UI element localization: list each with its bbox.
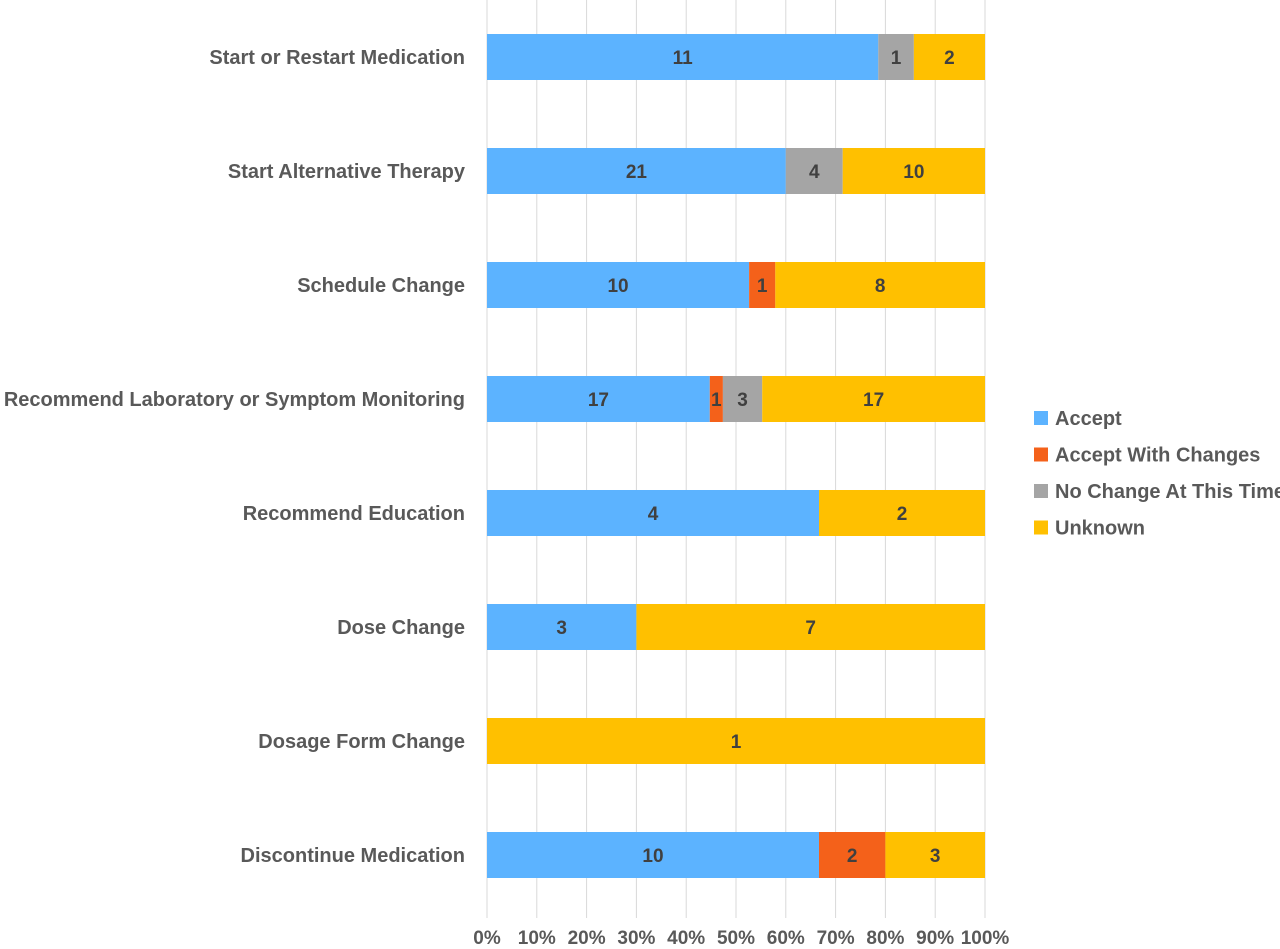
category-label-recommend-laboratory-or-symptom-monitoring: Recommend Laboratory or Symptom Monitori… bbox=[4, 389, 465, 411]
bar-segment-unknown-start-or-restart-medication bbox=[913, 34, 985, 80]
data-label-unknown-recommend-laboratory-or-symptom-monitoring: 17 bbox=[863, 390, 884, 411]
data-label-accept-with-changes-recommend-laboratory-or-symptom-monitoring: 1 bbox=[711, 390, 722, 411]
category-label-recommend-education: Recommend Education bbox=[243, 503, 465, 525]
data-label-no-change-at-this-time-start-alternative-therapy: 4 bbox=[809, 162, 820, 183]
bar-segment-accept-discontinue-medication bbox=[487, 832, 819, 878]
legend-label-accept-with-changes: Accept With Changes bbox=[1055, 445, 1260, 467]
legend-label-no-change-at-this-time: No Change At This Time bbox=[1055, 481, 1280, 503]
bar-segment-accept-with-changes-schedule-change bbox=[749, 262, 776, 308]
data-label-unknown-schedule-change: 8 bbox=[875, 276, 886, 297]
category-label-discontinue-medication: Discontinue Medication bbox=[241, 845, 465, 867]
bar-segment-accept-dose-change bbox=[487, 604, 637, 650]
bar-segment-accept-with-changes-recommend-laboratory-or-symptom-monitoring bbox=[709, 376, 723, 422]
category-label-start-or-restart-medication: Start or Restart Medication bbox=[209, 47, 465, 69]
data-label-unknown-discontinue-medication: 3 bbox=[930, 846, 941, 867]
data-label-unknown-dose-change: 7 bbox=[805, 618, 816, 639]
bar-segment-unknown-dosage-form-change bbox=[487, 718, 985, 764]
data-label-unknown-recommend-education: 2 bbox=[897, 504, 908, 525]
bar-segment-accept-with-changes-discontinue-medication bbox=[819, 832, 886, 878]
x-tick-label-0: 0% bbox=[473, 928, 501, 949]
bar-segment-no-change-at-this-time-start-or-restart-medication bbox=[878, 34, 914, 80]
data-label-accept-schedule-change: 10 bbox=[607, 276, 628, 297]
bar-segment-no-change-at-this-time-start-alternative-therapy bbox=[785, 148, 843, 194]
bar-segment-unknown-start-alternative-therapy bbox=[842, 148, 985, 194]
x-tick-label-60: 60% bbox=[767, 928, 805, 949]
category-label-schedule-change: Schedule Change bbox=[297, 275, 465, 297]
legend-swatch-accept bbox=[1034, 411, 1048, 425]
x-tick-label-80: 80% bbox=[866, 928, 904, 949]
bar-segment-accept-recommend-education bbox=[487, 490, 819, 536]
data-label-accept-dose-change: 3 bbox=[556, 618, 567, 639]
data-label-accept-start-or-restart-medication: 11 bbox=[673, 48, 694, 69]
x-tick-label-30: 30% bbox=[617, 928, 655, 949]
legend-swatch-unknown bbox=[1034, 520, 1048, 535]
legend-swatch-accept-with-changes bbox=[1034, 447, 1048, 462]
category-label-start-alternative-therapy: Start Alternative Therapy bbox=[228, 161, 466, 183]
bar-segment-unknown-schedule-change bbox=[775, 262, 985, 308]
data-label-accept-start-alternative-therapy: 21 bbox=[626, 162, 648, 183]
x-axis-ticks: 0% 10% 20% 30% 40% 50% 60% 70% 80% 90% 100% bbox=[473, 928, 1009, 949]
x-tick-label-100: 100% bbox=[961, 928, 1010, 949]
x-tick-label-20: 20% bbox=[568, 928, 606, 949]
data-label-accept-recommend-laboratory-or-symptom-monitoring: 17 bbox=[588, 390, 609, 411]
data-label-unknown-dosage-form-change: 1 bbox=[731, 732, 742, 753]
data-label-accept-recommend-education: 4 bbox=[648, 504, 659, 525]
x-tick-label-40: 40% bbox=[667, 928, 705, 949]
legend-swatch-no-change-at-this-time bbox=[1034, 484, 1048, 498]
bar-segment-no-change-at-this-time-recommend-laboratory-or-symptom-monitoring bbox=[722, 376, 763, 422]
legend-label-unknown: Unknown bbox=[1055, 518, 1145, 540]
legend-label-accept: Accept bbox=[1055, 408, 1122, 430]
data-label-accept-with-changes-discontinue-medication: 2 bbox=[847, 846, 858, 867]
x-tick-label-10: 10% bbox=[518, 928, 556, 949]
bar-segment-accept-start-or-restart-medication bbox=[487, 34, 879, 80]
category-label-dose-change: Dose Change bbox=[337, 617, 465, 639]
x-tick-label-70: 70% bbox=[817, 928, 855, 949]
category-label-dosage-form-change: Dosage Form Change bbox=[258, 731, 465, 753]
data-label-accept-discontinue-medication: 10 bbox=[642, 846, 663, 867]
data-label-no-change-at-this-time-recommend-laboratory-or-symptom-monitoring: 3 bbox=[737, 390, 748, 411]
data-label-unknown-start-or-restart-medication: 2 bbox=[944, 48, 955, 69]
bar-segment-accept-start-alternative-therapy bbox=[487, 148, 786, 194]
bar-segment-accept-recommend-laboratory-or-symptom-monitoring bbox=[487, 376, 710, 422]
bar-segment-unknown-discontinue-medication bbox=[885, 832, 985, 878]
bar-segment-unknown-recommend-education bbox=[819, 490, 985, 536]
x-tick-label-50: 50% bbox=[717, 928, 755, 949]
data-label-unknown-start-alternative-therapy: 10 bbox=[903, 162, 924, 183]
bar-segment-unknown-dose-change bbox=[636, 604, 985, 650]
gridlines bbox=[486, 0, 986, 918]
bar-segment-unknown-recommend-laboratory-or-symptom-monitoring bbox=[762, 376, 985, 422]
category-labels: Start or Restart Medication Start Alterna… bbox=[4, 47, 466, 867]
data-label-accept-with-changes-schedule-change: 1 bbox=[757, 276, 768, 297]
x-tick-label-90: 90% bbox=[916, 928, 954, 949]
legend: Accept Accept With Changes No Change At Th… bbox=[1034, 408, 1280, 540]
data-label-no-change-at-this-time-start-or-restart-medication: 1 bbox=[891, 48, 902, 69]
bar-segment-accept-schedule-change bbox=[487, 262, 750, 308]
